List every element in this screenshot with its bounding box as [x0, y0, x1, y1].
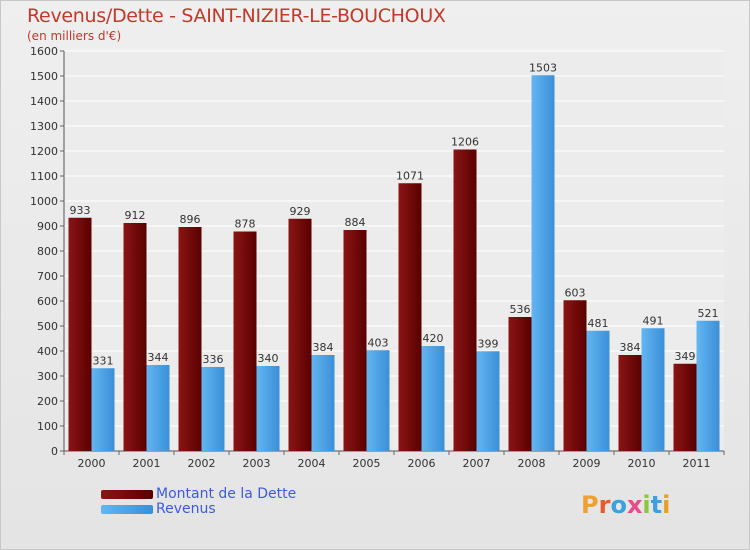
logo-letter: o	[610, 491, 627, 519]
proxiti-logo: Proxiti	[581, 491, 670, 519]
x-tick-label: 2000	[78, 457, 106, 470]
data-label-dette-2004: 929	[290, 205, 311, 218]
data-label-dette-2002: 896	[180, 213, 201, 226]
bar-dette-2008	[508, 317, 532, 451]
y-tick-label: 300	[37, 370, 58, 383]
x-tick-label: 2006	[408, 457, 436, 470]
y-tick-label: 0	[51, 445, 58, 458]
x-tick-label: 2007	[463, 457, 491, 470]
y-tick-label: 1300	[30, 120, 58, 133]
bar-dette-2009	[563, 300, 587, 451]
data-label-dette-2005: 884	[345, 216, 366, 229]
bar-dette-2005	[343, 230, 367, 451]
data-label-revenus-2006: 420	[423, 332, 444, 345]
x-tick-label: 2002	[188, 457, 216, 470]
y-tick-label: 900	[37, 220, 58, 233]
data-label-revenus-2001: 344	[148, 351, 169, 364]
data-label-revenus-2003: 340	[258, 352, 279, 365]
chart-subtitle: (en milliers d'€)	[27, 29, 122, 43]
data-label-revenus-2010: 491	[643, 314, 664, 327]
x-tick-label: 2005	[353, 457, 381, 470]
data-label-dette-2009: 603	[565, 286, 586, 299]
data-label-dette-2011: 349	[675, 350, 696, 363]
bar-revenus-2009	[586, 330, 610, 451]
x-tick-label: 2003	[243, 457, 271, 470]
logo-letter: t	[650, 491, 663, 519]
data-label-dette-2003: 878	[235, 218, 256, 231]
x-tick-label: 2008	[518, 457, 546, 470]
bar-dette-2006	[398, 183, 422, 451]
data-label-revenus-2004: 384	[313, 341, 334, 354]
logo-letter: i	[642, 491, 651, 519]
logo-letter: x	[626, 491, 643, 519]
logo-letter: r	[598, 491, 611, 519]
bar-dette-2011	[673, 363, 697, 451]
x-tick-label: 2011	[683, 457, 711, 470]
data-label-revenus-2000: 331	[93, 354, 114, 367]
x-tick-label: 2001	[133, 457, 161, 470]
legend-label-revenus: Revenus	[156, 501, 216, 517]
bar-revenus-2011	[696, 320, 720, 451]
x-tick-label: 2009	[573, 457, 601, 470]
data-label-revenus-2002: 336	[203, 353, 224, 366]
label-layer: 933 331 912 344 896 336 878 340 929 384 884 403 1071…	[70, 61, 719, 367]
data-label-dette-2000: 933	[70, 204, 91, 217]
legend-swatch-revenus	[101, 505, 153, 514]
bar-revenus-2007	[476, 351, 500, 451]
y-tick-label: 1500	[30, 70, 58, 83]
logo-letter: P	[581, 491, 599, 519]
y-tick-label: 400	[37, 345, 58, 358]
data-label-dette-2006: 1071	[396, 169, 424, 182]
bar-revenus-2006	[421, 346, 445, 451]
bar-dette-2004	[288, 218, 312, 451]
bar-dette-2003	[233, 231, 257, 451]
y-tick-label: 1600	[30, 45, 58, 58]
y-tick-label: 1200	[30, 145, 58, 158]
legend-swatch-dette	[101, 490, 153, 499]
bar-dette-2010	[618, 355, 642, 451]
data-label-revenus-2011: 521	[698, 307, 719, 320]
y-tick-label: 1000	[30, 195, 58, 208]
y-tick-label: 600	[37, 295, 58, 308]
bar-revenus-2004	[311, 355, 335, 451]
data-label-revenus-2007: 399	[478, 337, 499, 350]
legend-label-dette: Montant de la Dette	[156, 486, 297, 502]
y-tick-label: 200	[37, 395, 58, 408]
chart-title: Revenus/Dette - SAINT-NIZIER-LE-BOUCHOUX	[27, 5, 446, 27]
data-label-revenus-2005: 403	[368, 336, 389, 349]
bar-dette-2002	[178, 227, 202, 451]
data-label-dette-2007: 1206	[451, 136, 479, 149]
bar-revenus-2000	[91, 368, 115, 451]
grid-layer	[64, 50, 724, 452]
bar-dette-2001	[123, 223, 147, 451]
y-tick-label: 500	[37, 320, 58, 333]
bar-revenus-2002	[201, 367, 225, 451]
logo-letter: i	[662, 491, 671, 519]
data-label-dette-2008: 536	[510, 303, 531, 316]
bar-dette-2007	[453, 149, 477, 451]
axis-layer: 0 100 200 300 400 500 600 700 800 900 1000 1100 1200…	[30, 45, 725, 470]
data-label-revenus-2009: 481	[588, 317, 609, 330]
y-tick-label: 100	[37, 420, 58, 433]
bar-revenus-2001	[146, 365, 170, 451]
bar-revenus-2010	[641, 328, 665, 451]
bar-revenus-2003	[256, 366, 280, 451]
bar-revenus-2005	[366, 350, 390, 451]
bar-layer	[68, 75, 720, 451]
y-tick-label: 1100	[30, 170, 58, 183]
x-tick-label: 2004	[298, 457, 326, 470]
data-label-dette-2010: 384	[620, 341, 641, 354]
x-tick-label: 2010	[628, 457, 656, 470]
y-tick-label: 800	[37, 245, 58, 258]
bar-dette-2000	[68, 217, 92, 451]
data-label-dette-2001: 912	[125, 209, 146, 222]
y-tick-label: 1400	[30, 95, 58, 108]
y-tick-label: 700	[37, 270, 58, 283]
data-label-revenus-2008: 1503	[529, 61, 557, 74]
bar-revenus-2008	[531, 75, 555, 451]
